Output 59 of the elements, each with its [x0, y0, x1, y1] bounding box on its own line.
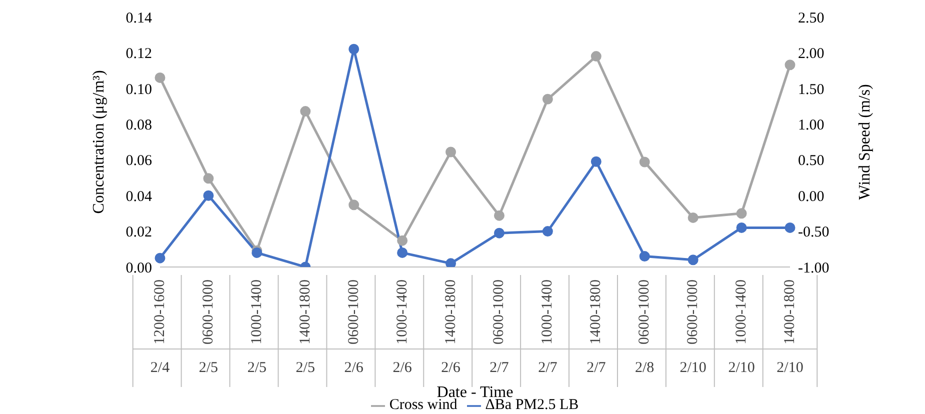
- point: [494, 210, 504, 221]
- point: [446, 258, 456, 267]
- point: [736, 222, 747, 233]
- x-tick-label: 1400-1800 2/7: [586, 280, 606, 376]
- point: [784, 222, 796, 233]
- point: [300, 106, 311, 117]
- legend-label: ΔBa PM2.5 LB: [485, 397, 579, 413]
- point: [639, 251, 650, 262]
- y-tick-label: 0.08: [126, 117, 152, 134]
- x-tick-label: 0600-1000 2/6: [344, 280, 364, 376]
- point: [784, 60, 796, 70]
- x-tick-label: 0600-1000 2/7: [490, 280, 510, 376]
- x-tick-label: 1200-1600 2/4: [150, 280, 170, 376]
- y2-tick-label: -1.00: [798, 260, 830, 276]
- point: [154, 72, 166, 83]
- y-tick-label: 0.00: [126, 260, 152, 276]
- x-tick-label: 0600-1000 2/10: [680, 280, 706, 376]
- x-tick-label: 1400-1800 2/5: [296, 280, 315, 376]
- point: [348, 200, 360, 210]
- legend-label: Cross wind: [389, 397, 458, 413]
- y-tick-label: 0.04: [126, 188, 152, 205]
- point: [154, 252, 166, 264]
- y2-tick-label: 0.50: [798, 153, 824, 170]
- point: [494, 228, 504, 238]
- y-tick-label: 0.02: [126, 224, 152, 241]
- point: [397, 235, 408, 246]
- y2-tick-label: 1.50: [798, 82, 824, 98]
- point: [639, 156, 650, 168]
- y2-tick-label: 0.00: [798, 188, 824, 205]
- x-tick-label: 1000-1400 2/10: [728, 280, 755, 376]
- point: [736, 208, 747, 219]
- y-tick-label: 0.06: [126, 153, 152, 170]
- point: [688, 212, 698, 223]
- point: [397, 247, 408, 258]
- point: [590, 156, 602, 167]
- point: [203, 173, 214, 184]
- point: [203, 190, 214, 201]
- y-tick-label: 0.14: [126, 10, 152, 26]
- point: [446, 146, 456, 158]
- x-tick-label: 1000-1400 2/5: [247, 280, 267, 376]
- y2-tick-label: -0.50: [798, 224, 830, 241]
- x-tick-label: 0600-1000 2/5: [198, 280, 218, 376]
- x-tick-label: 1400-1800 2/10: [776, 280, 804, 376]
- point: [590, 51, 602, 62]
- x-tick-label: 1000-1400 2/7: [538, 280, 558, 376]
- y2-tick-label: 1.00: [798, 117, 824, 134]
- x-tick-label: 1400-1800 2/6: [441, 280, 461, 376]
- x-tick-label: 1000-1400 2/6: [392, 280, 412, 376]
- y-axis-title: Concentration (μg/m³): [90, 70, 108, 214]
- y-tick-label: 0.10: [126, 82, 152, 98]
- point: [542, 226, 553, 237]
- y-tick-label: 0.12: [126, 46, 152, 62]
- y2-tick-label: 2.50: [798, 10, 824, 26]
- y2-tick-label: 2.00: [798, 46, 824, 62]
- point: [348, 44, 360, 54]
- point: [688, 254, 698, 266]
- x-tick-label: 0600-1000 2/8: [635, 280, 654, 376]
- y2-axis-title: Wind Speed (m/s): [856, 84, 874, 200]
- point: [542, 94, 553, 104]
